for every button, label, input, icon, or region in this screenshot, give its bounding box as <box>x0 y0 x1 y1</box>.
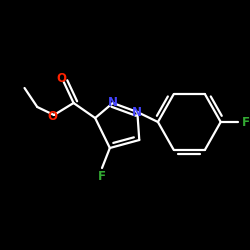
Text: O: O <box>57 72 67 86</box>
Text: F: F <box>98 170 106 182</box>
Text: N: N <box>108 96 118 110</box>
Text: N: N <box>132 106 142 118</box>
Text: F: F <box>242 116 250 128</box>
Text: O: O <box>47 110 57 124</box>
